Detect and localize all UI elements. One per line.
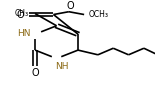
Text: O: O — [66, 1, 74, 11]
Text: CH₃: CH₃ — [15, 9, 29, 18]
Text: OCH₃: OCH₃ — [89, 10, 109, 19]
Text: HN: HN — [17, 29, 30, 38]
Text: O: O — [31, 68, 39, 78]
Text: NH: NH — [55, 62, 69, 71]
Text: O: O — [17, 10, 24, 20]
